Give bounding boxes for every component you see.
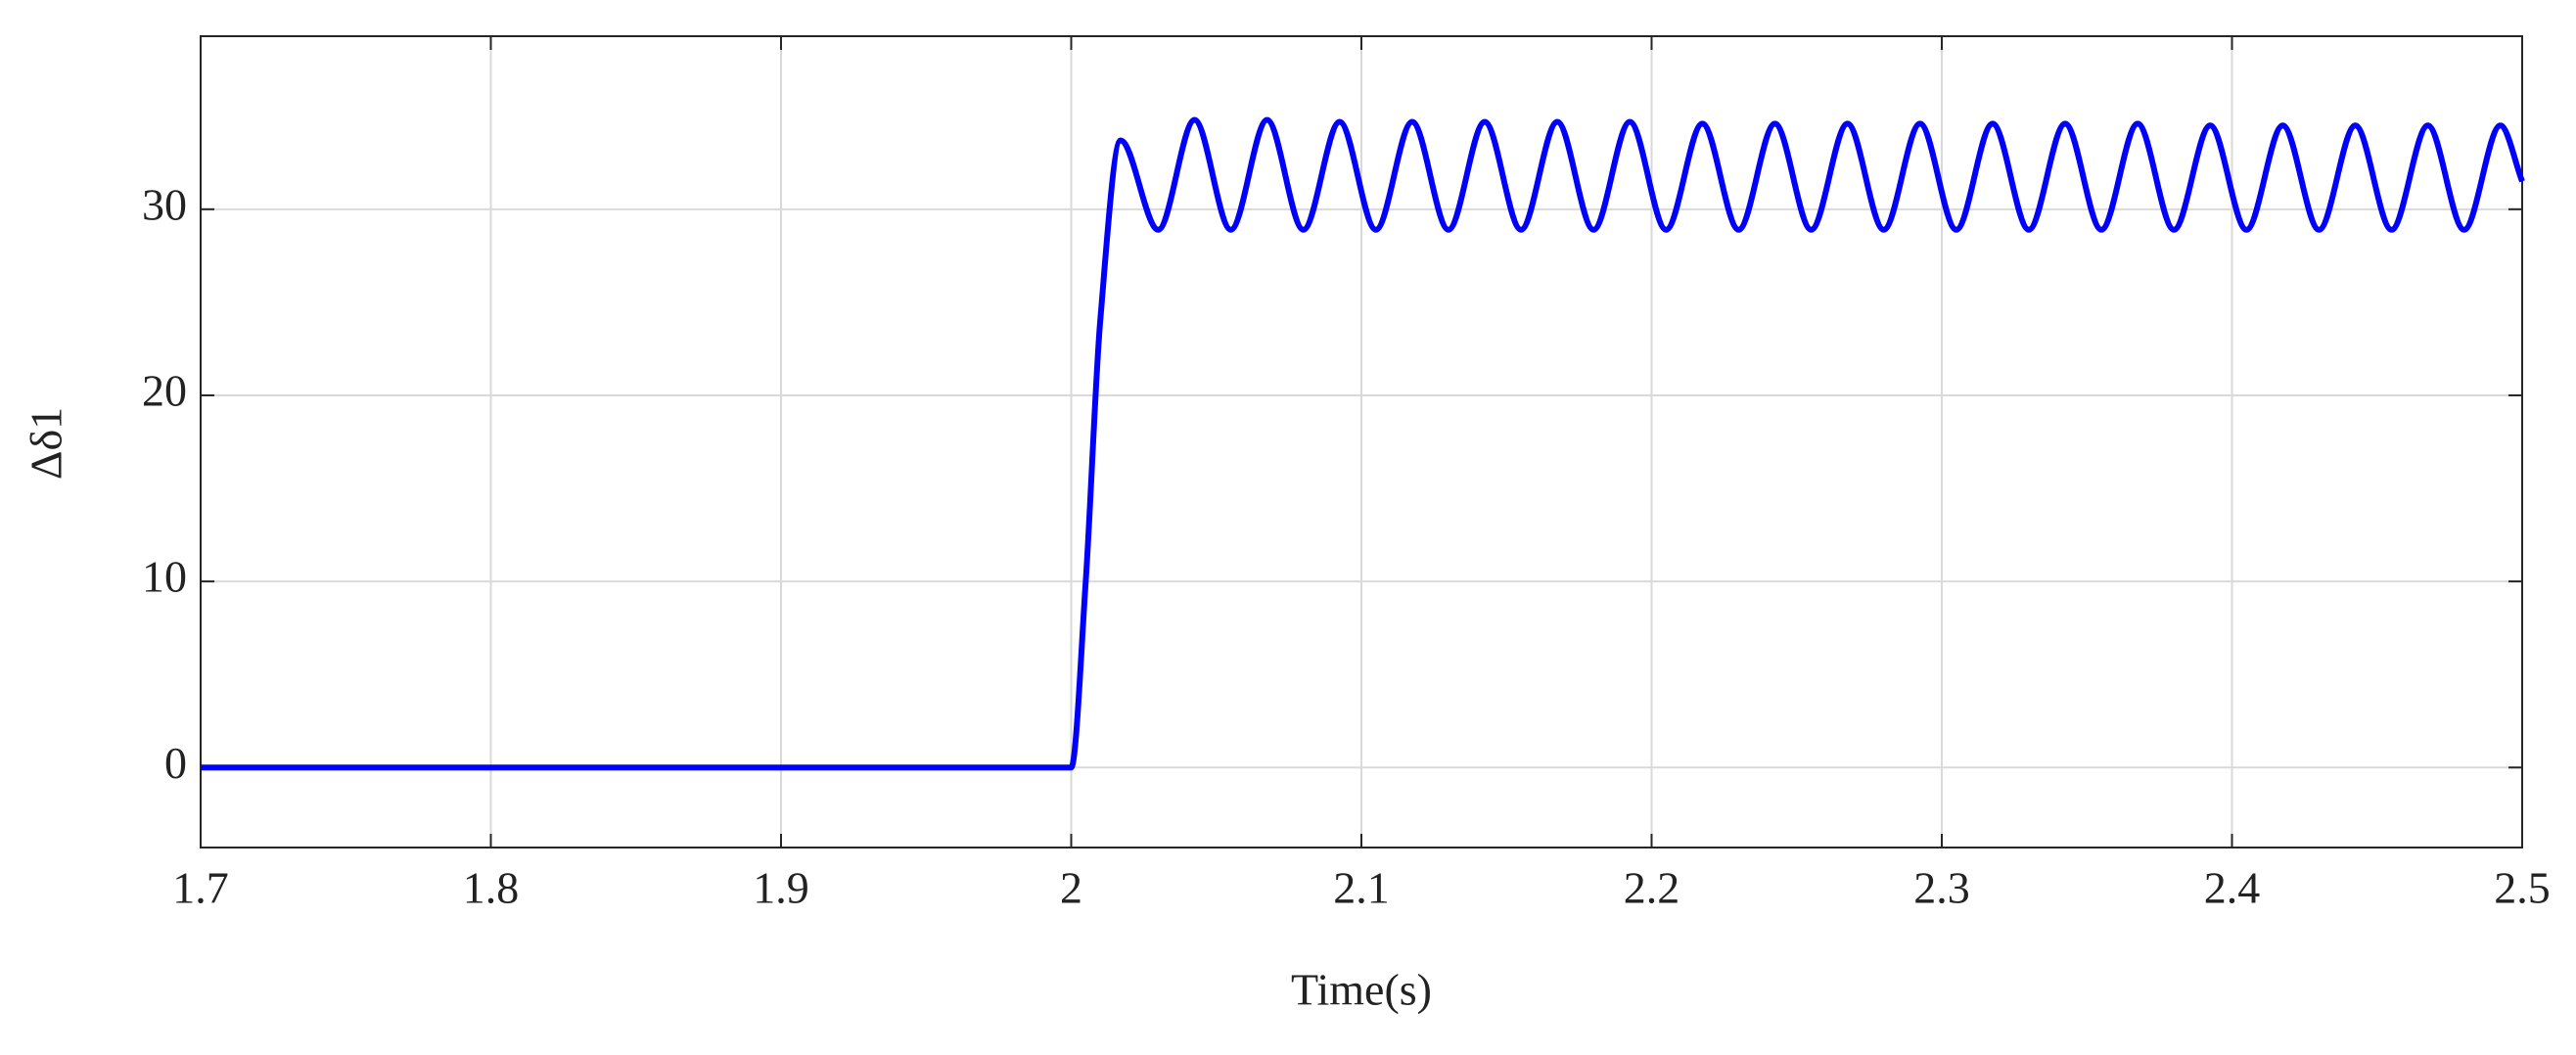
y-tick-label: 0 — [164, 738, 187, 788]
x-tick-label: 2.1 — [1333, 863, 1390, 913]
x-tick-label: 2.3 — [1913, 863, 1970, 913]
y-tick-label: 30 — [142, 179, 187, 229]
x-tick-label: 1.9 — [753, 863, 809, 913]
x-tick-label: 2 — [1060, 863, 1082, 913]
x-tick-label: 1.8 — [463, 863, 520, 913]
x-axis-label: Time(s) — [1291, 965, 1432, 1015]
plot-frame — [200, 35, 2523, 849]
y-tick-label: 10 — [142, 552, 187, 602]
x-tick-label: 2.4 — [2204, 863, 2261, 913]
y-tick-label: 20 — [142, 366, 187, 416]
x-tick-label: 2.5 — [2494, 863, 2551, 913]
x-tick-label: 1.7 — [172, 863, 229, 913]
x-tick-label: 2.2 — [1624, 863, 1680, 913]
data-line — [201, 116, 2525, 771]
y-axis-label: Δδ1 — [22, 407, 71, 480]
